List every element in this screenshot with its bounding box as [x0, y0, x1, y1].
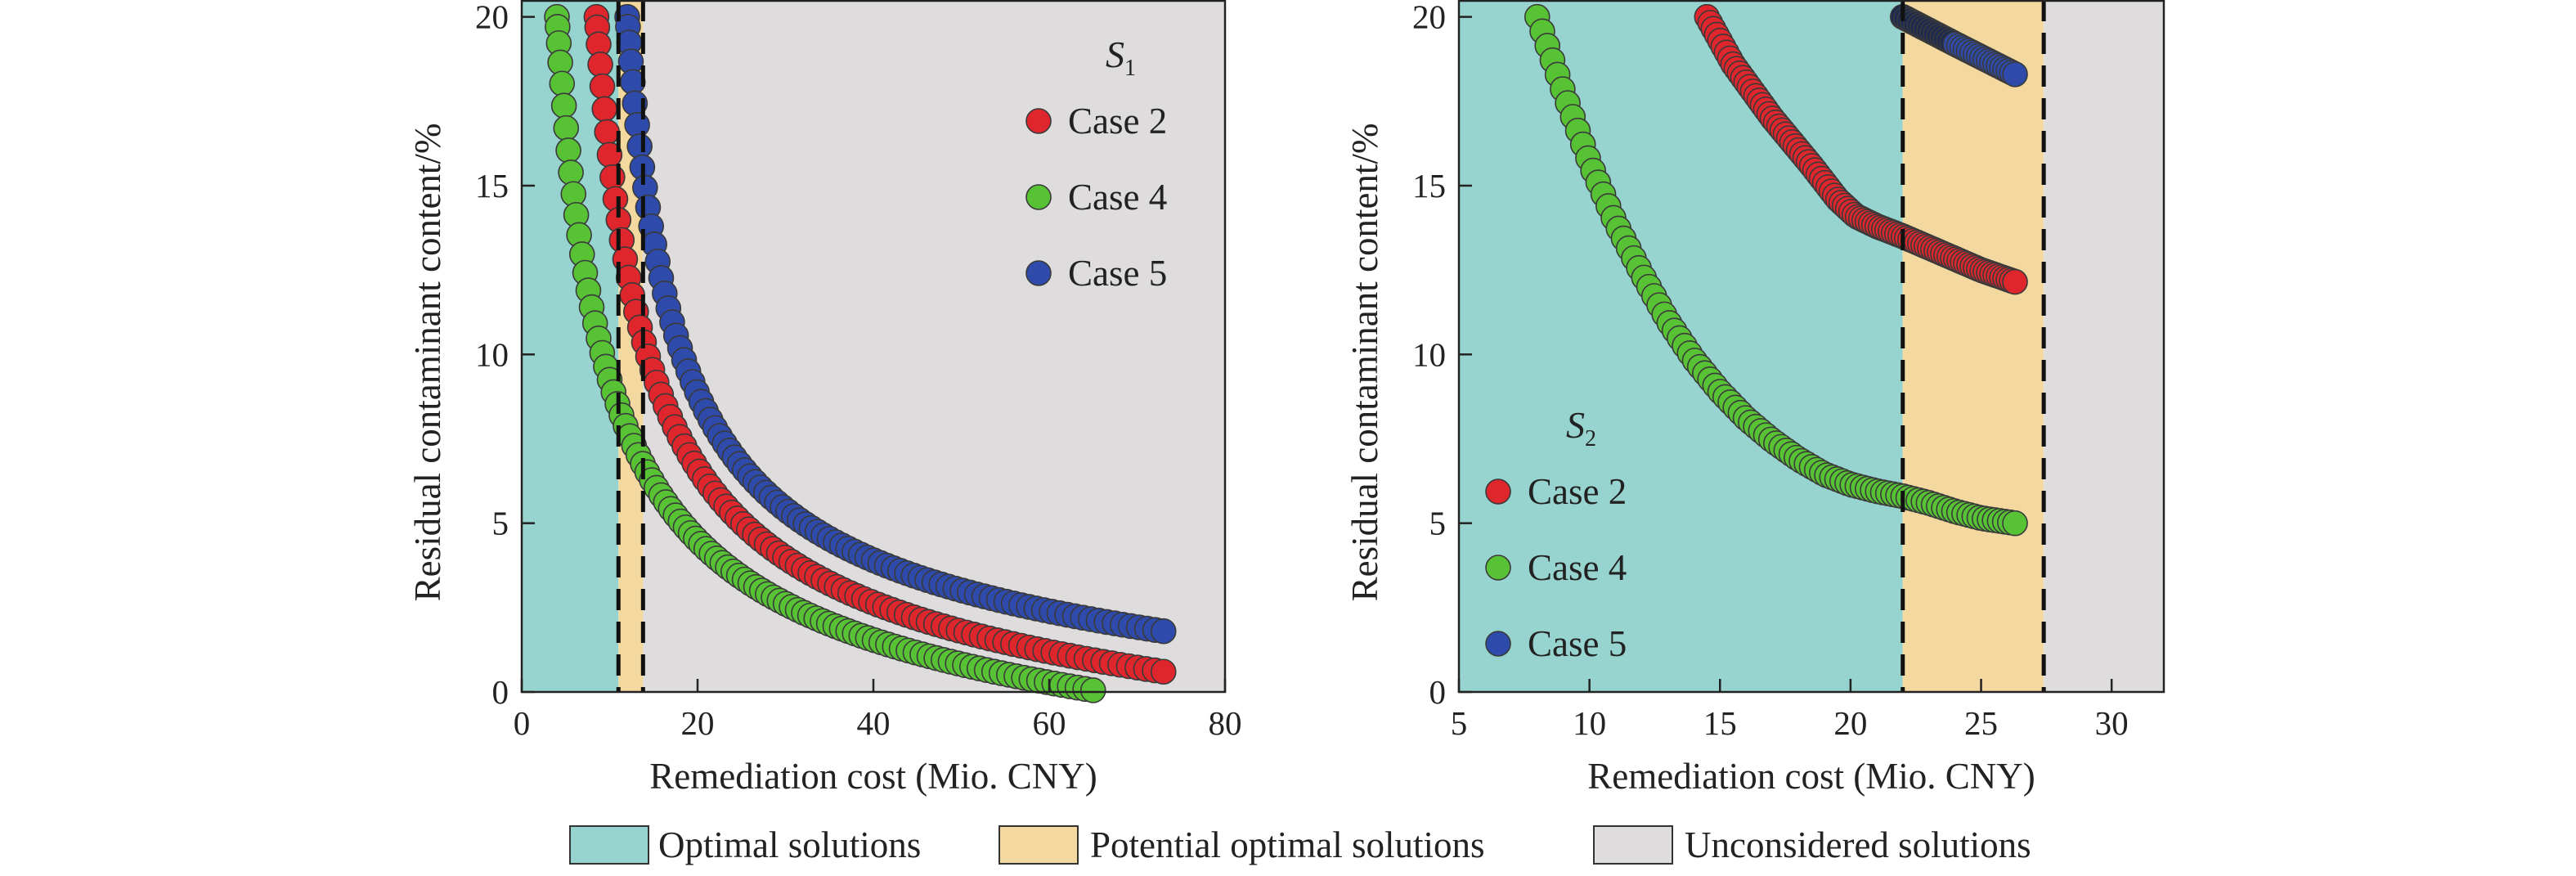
chart-panel-s2: Remediation cost (Mio. CNY) Residual con… [1344, 0, 2165, 797]
legend-swatch-optimal [569, 825, 649, 865]
case-5-point [624, 111, 650, 138]
y-tick-label: 5 [492, 505, 509, 542]
case-4-point [555, 137, 581, 164]
chart-panel-s1: Remediation cost (Mio. CNY) Residual con… [407, 0, 1242, 797]
legend-swatch-unconsidered [1593, 825, 1673, 865]
panel-label: S1 [1106, 34, 1136, 81]
legend-marker [1025, 260, 1052, 286]
region-bands [1459, 0, 2164, 692]
region-potential [1902, 0, 2044, 692]
legend-label: Case 5 [1528, 623, 1627, 664]
x-axis-ticks: 5 10 15 20 25 30 [1451, 679, 2129, 742]
case-2-point [589, 73, 616, 100]
legend-label: Case 4 [1068, 177, 1167, 218]
legend-label: Case 2 [1068, 101, 1167, 142]
y-tick-label: 20 [475, 0, 509, 36]
series-legend: Case 2 Case 4 Case 5 [1485, 471, 1627, 664]
legend-label: Case 2 [1528, 471, 1627, 512]
y-tick-label: 15 [1412, 167, 1446, 204]
legend-label-potential: Potential optimal solutions [1090, 824, 1485, 865]
x-tick-label: 30 [2095, 704, 2129, 742]
y-axis-ticks: 0 5 10 15 20 [1412, 0, 1472, 711]
case-5-point [1150, 618, 1177, 645]
case-4-point [558, 159, 584, 186]
x-axis-title: Remediation cost (Mio. CNY) [1587, 756, 2035, 797]
y-tick-label: 10 [475, 335, 509, 373]
legend-marker [1025, 184, 1052, 210]
y-tick-label: 20 [1412, 0, 1446, 36]
y-tick-label: 5 [1429, 505, 1447, 542]
legend-marker [1485, 555, 1511, 581]
x-tick-label: 0 [514, 704, 531, 742]
legend-marker [1485, 631, 1511, 657]
case-2-point [591, 96, 618, 123]
series-legend: Case 2 Case 4 Case 5 [1025, 101, 1167, 294]
legend-marker [1025, 108, 1052, 134]
y-axis-title: Residual contaminant content/% [407, 124, 448, 602]
x-tick-label: 40 [857, 704, 891, 742]
case-4-point [550, 92, 577, 119]
x-tick-label: 60 [1033, 704, 1066, 742]
scatter-points [544, 3, 1177, 703]
case-2-point [594, 119, 621, 146]
y-tick-label: 0 [1429, 673, 1447, 711]
y-tick-label: 15 [475, 167, 509, 204]
case-2-point [2002, 268, 2028, 295]
legend-label: Case 5 [1068, 253, 1167, 294]
case-4-point [553, 115, 580, 142]
divider-lines [1901, 0, 2046, 692]
x-tick-label: 5 [1451, 704, 1468, 742]
y-tick-label: 10 [1412, 335, 1446, 373]
x-tick-label: 20 [681, 704, 715, 742]
y-axis-ticks: 0 5 10 15 20 [475, 0, 535, 711]
scatter-points [1524, 3, 2028, 537]
panel-label-main: S [1566, 404, 1585, 446]
case-4-point [1079, 677, 1106, 703]
case-2-point [1150, 658, 1177, 685]
x-tick-label: 20 [1833, 704, 1867, 742]
x-axis-ticks: 0 20 40 60 80 [514, 679, 1242, 742]
case-2-point [599, 164, 626, 191]
case-4-point [549, 70, 576, 97]
x-tick-label: 25 [1964, 704, 1998, 742]
panel-label-sub: 2 [1585, 426, 1596, 451]
panel-label: S2 [1566, 404, 1596, 451]
x-tick-label: 80 [1209, 704, 1242, 742]
panel-label-sub: 1 [1124, 56, 1136, 81]
case-4-point [2002, 510, 2028, 537]
case-2-point [587, 51, 613, 78]
solution-legend: Optimal solutions Potential optimal solu… [569, 824, 2031, 865]
region-unconsidered [2044, 0, 2164, 692]
x-tick-label: 15 [1703, 704, 1737, 742]
plot-frame [1457, 0, 2165, 694]
divider-lines [616, 0, 645, 692]
panel-label-main: S [1106, 34, 1124, 75]
legend-marker [1485, 478, 1511, 505]
y-tick-label: 0 [492, 673, 509, 711]
legend-label: Case 4 [1528, 547, 1627, 588]
x-axis-title: Remediation cost (Mio. CNY) [649, 756, 1097, 797]
y-axis-title: Residual contaminant content/% [1344, 124, 1385, 602]
legend-label-optimal: Optimal solutions [658, 824, 921, 865]
x-tick-label: 10 [1573, 704, 1606, 742]
case-5-point [2002, 61, 2028, 88]
legend-swatch-potential [999, 825, 1079, 865]
legend-label-unconsidered: Unconsidered solutions [1685, 824, 2031, 865]
